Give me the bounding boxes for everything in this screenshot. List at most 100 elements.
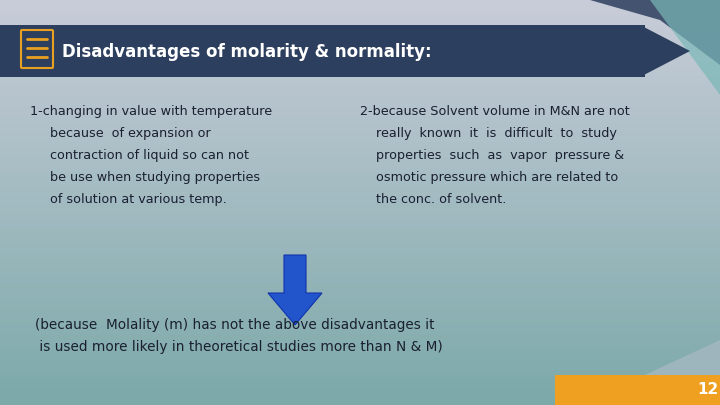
Bar xyxy=(0,132,720,137)
Bar xyxy=(0,324,720,329)
Bar xyxy=(0,369,720,375)
Bar xyxy=(0,76,720,81)
Bar xyxy=(0,263,720,269)
Bar xyxy=(0,258,720,263)
Bar xyxy=(0,390,720,395)
Bar xyxy=(0,192,720,198)
Bar xyxy=(0,309,720,314)
Bar xyxy=(0,0,720,5)
Bar xyxy=(0,395,720,400)
Bar xyxy=(0,294,720,299)
Text: 1-changing in value with temperature: 1-changing in value with temperature xyxy=(30,105,272,118)
Polygon shape xyxy=(650,0,720,95)
Bar xyxy=(0,177,720,182)
Bar xyxy=(0,273,720,279)
Bar xyxy=(0,142,720,147)
Polygon shape xyxy=(590,0,720,65)
Bar xyxy=(0,349,720,354)
Bar xyxy=(0,126,720,132)
Bar xyxy=(0,51,720,56)
Bar xyxy=(0,243,720,248)
Bar xyxy=(0,198,720,202)
Text: 2-because Solvent volume in M&N are not: 2-because Solvent volume in M&N are not xyxy=(360,105,630,118)
Bar xyxy=(0,380,720,385)
Bar xyxy=(0,233,720,238)
Bar xyxy=(0,66,720,71)
Bar xyxy=(0,101,720,107)
Bar xyxy=(0,344,720,349)
Bar xyxy=(0,202,720,207)
Bar xyxy=(0,167,720,172)
Bar xyxy=(0,30,720,36)
Text: really  known  it  is  difficult  to  study: really known it is difficult to study xyxy=(360,127,617,140)
Bar xyxy=(0,400,720,405)
Bar xyxy=(0,86,720,91)
Text: (because  Molality (m) has not the above disadvantages it: (because Molality (m) has not the above … xyxy=(35,318,434,332)
Text: of solution at various temp.: of solution at various temp. xyxy=(30,193,227,206)
Bar xyxy=(0,147,720,152)
Bar xyxy=(0,137,720,142)
Bar xyxy=(555,375,720,405)
Bar xyxy=(0,207,720,213)
Bar xyxy=(0,91,720,96)
Bar xyxy=(0,152,720,157)
Bar xyxy=(0,117,720,121)
Bar xyxy=(0,360,720,364)
Bar xyxy=(0,238,720,243)
Bar xyxy=(0,354,720,360)
Bar xyxy=(0,36,720,41)
Bar xyxy=(0,182,720,187)
Bar xyxy=(0,162,720,167)
Bar xyxy=(0,279,720,284)
Polygon shape xyxy=(268,255,322,325)
Bar xyxy=(0,304,720,309)
Bar xyxy=(0,10,720,15)
Text: Disadvantages of molarity & normality:: Disadvantages of molarity & normality: xyxy=(62,43,431,61)
Polygon shape xyxy=(580,340,720,405)
Bar xyxy=(0,319,720,324)
Bar xyxy=(0,122,720,126)
Bar xyxy=(0,269,720,273)
Text: be use when studying properties: be use when studying properties xyxy=(30,171,260,184)
Bar xyxy=(0,81,720,86)
Bar xyxy=(0,5,720,10)
Bar xyxy=(0,385,720,390)
Bar xyxy=(0,71,720,76)
Bar xyxy=(0,25,720,30)
Bar xyxy=(0,111,720,117)
Bar xyxy=(0,172,720,177)
Bar xyxy=(0,339,720,344)
Text: 12: 12 xyxy=(698,382,719,397)
Bar xyxy=(0,40,720,46)
Bar xyxy=(0,314,720,319)
Bar xyxy=(0,107,720,111)
Bar xyxy=(0,25,645,77)
Bar xyxy=(0,20,720,25)
Text: is used more likely in theoretical studies more than N & M): is used more likely in theoretical studi… xyxy=(35,340,443,354)
Bar xyxy=(0,61,720,66)
Bar xyxy=(0,213,720,218)
Bar xyxy=(0,248,720,253)
Bar xyxy=(0,56,720,61)
Bar xyxy=(0,187,720,192)
Bar xyxy=(0,157,720,162)
Bar xyxy=(0,364,720,369)
Text: the conc. of solvent.: the conc. of solvent. xyxy=(360,193,506,206)
Bar xyxy=(0,284,720,288)
Bar xyxy=(0,228,720,233)
Bar xyxy=(0,334,720,339)
Bar xyxy=(0,329,720,334)
Bar xyxy=(0,288,720,294)
Bar xyxy=(0,299,720,304)
Text: properties  such  as  vapor  pressure &: properties such as vapor pressure & xyxy=(360,149,624,162)
Bar xyxy=(0,218,720,223)
Text: contraction of liquid so can not: contraction of liquid so can not xyxy=(30,149,249,162)
Bar xyxy=(0,223,720,228)
Text: osmotic pressure which are related to: osmotic pressure which are related to xyxy=(360,171,618,184)
Bar xyxy=(0,253,720,258)
Bar xyxy=(0,15,720,20)
Bar xyxy=(0,375,720,380)
Polygon shape xyxy=(640,25,690,77)
Bar xyxy=(0,46,720,51)
Bar xyxy=(0,96,720,101)
